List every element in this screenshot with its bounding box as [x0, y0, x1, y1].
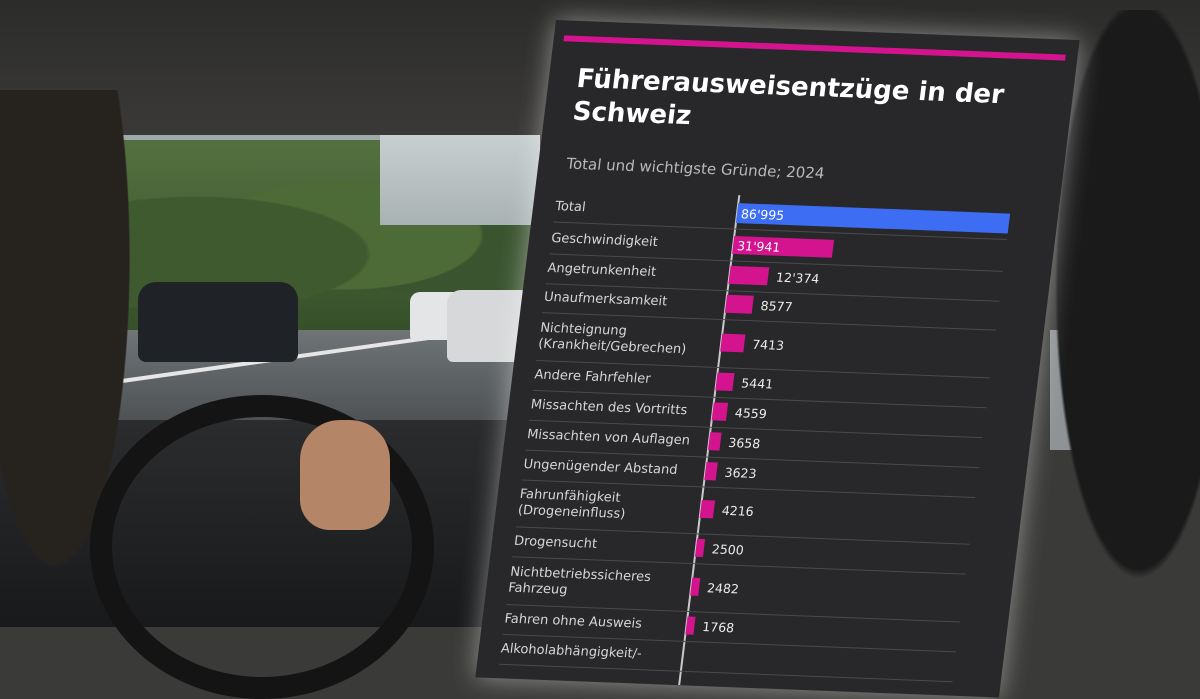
- row-separator: [506, 604, 961, 623]
- category-label: NichtbetriebssicheresFahrzeug: [507, 565, 652, 601]
- row-separator: [532, 389, 987, 409]
- value-label: 2500: [711, 541, 745, 557]
- value-label: 86'995: [740, 206, 785, 223]
- value-label: 4216: [721, 503, 755, 519]
- row-separator: [536, 359, 991, 379]
- bar: [720, 333, 746, 353]
- bar: [699, 499, 716, 519]
- bar: [724, 294, 754, 314]
- row-separator: [528, 419, 983, 439]
- bar: [690, 577, 701, 596]
- row-separator: [549, 253, 1004, 272]
- bar: [704, 462, 718, 481]
- bar: [715, 372, 735, 392]
- value-label: 4559: [734, 405, 768, 421]
- category-label: Missachten des Vortritts: [530, 397, 688, 418]
- infographic-card: Führerausweisentzüge in der Schweiz Tota…: [475, 20, 1080, 698]
- value-label: 1768: [701, 619, 735, 635]
- row-separator: [512, 556, 966, 575]
- category-label: Nichteignung(Krankheit/Gebrechen): [537, 321, 689, 358]
- category-label: Unaufmerksamkeit: [543, 290, 668, 310]
- value-label: 12'374: [775, 270, 820, 287]
- row-separator: [545, 283, 1000, 302]
- bar: [735, 203, 1011, 234]
- value-label: 31'941: [736, 238, 781, 255]
- bar: [694, 538, 706, 558]
- category-label: Geschwindigkeit: [550, 231, 658, 250]
- category-label: Missachten von Auflagen: [526, 427, 691, 448]
- bar: [711, 402, 729, 421]
- row-separator: [498, 663, 953, 683]
- category-label: Angetrunkenheit: [547, 261, 657, 280]
- value-label: 3658: [728, 435, 762, 451]
- category-label: Ungenügender Abstand: [523, 457, 679, 478]
- value-label: 7413: [751, 337, 785, 353]
- row-separator: [542, 312, 996, 331]
- value-label: 3623: [724, 465, 758, 481]
- black-car: [138, 282, 298, 362]
- value-label: 2482: [706, 580, 740, 596]
- category-label: Andere Fahrfehler: [534, 367, 653, 386]
- driver-hand: [300, 420, 390, 530]
- bar: [732, 236, 835, 258]
- value-label: 8577: [760, 298, 794, 314]
- row-separator: [515, 526, 970, 545]
- bar: [707, 432, 722, 451]
- category-label: Drogensucht: [513, 534, 598, 552]
- category-label: Total: [553, 199, 586, 215]
- row-separator: [525, 449, 979, 469]
- building: [380, 135, 540, 225]
- row-separator: [553, 221, 1008, 240]
- category-label: Fahren ohne Ausweis: [504, 612, 643, 632]
- category-label: Fahrunfähigkeit(Drogeneinfluss): [517, 487, 628, 522]
- category-label: Alkoholabhängigkeit/-: [500, 641, 643, 661]
- bar: [728, 265, 770, 286]
- row-separator: [521, 479, 976, 498]
- value-label: 5441: [740, 375, 774, 391]
- bar-chart: Total 86'995 Geschwindigkeit 31'941 Angetrun…: [498, 195, 1011, 686]
